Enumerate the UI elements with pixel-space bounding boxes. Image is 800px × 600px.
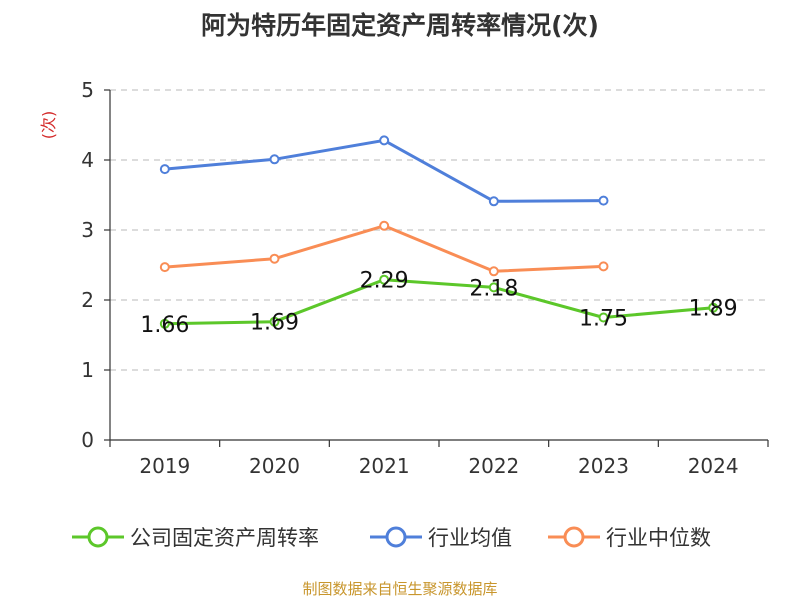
data-point (269, 316, 280, 327)
x-tick-label: 2024 (688, 454, 739, 478)
y-tick-label: 1 (81, 358, 94, 382)
y-tick-label: 2 (81, 288, 94, 312)
x-tick-label: 2023 (578, 454, 629, 478)
series-lines (159, 135, 719, 329)
chart-title: 阿为特历年固定资产周转率情况(次) (201, 11, 599, 40)
data-point (159, 318, 170, 329)
data-point (488, 196, 499, 207)
data-point (488, 266, 499, 277)
y-axis-label: (次) (39, 111, 58, 140)
data-label: 1.89 (689, 297, 738, 322)
data-point (159, 262, 170, 273)
legend-line-marker-icon (548, 526, 600, 548)
data-point (488, 282, 499, 293)
data-label: 2.18 (469, 276, 518, 301)
legend-label: 公司固定资产周转率 (130, 526, 319, 550)
data-point (598, 195, 609, 206)
data-point (159, 164, 170, 175)
data-point (379, 274, 390, 285)
data-label: 1.75 (579, 307, 628, 332)
y-tick-label: 4 (81, 148, 94, 172)
legend-item-industry-mean[interactable]: 行业均值 (370, 522, 512, 552)
legend-line-marker-icon (370, 526, 422, 548)
data-point (379, 220, 390, 231)
y-tick-label: 3 (81, 218, 94, 242)
data-point (598, 312, 609, 323)
y-tick-label: 5 (81, 78, 94, 102)
legend-label: 行业均值 (428, 526, 512, 550)
axes: 0 1 2 3 4 5 (次) 2019 2020 2021 2022 2023 2024 (39, 78, 769, 478)
data-label: 1.69 (250, 311, 299, 336)
x-tick-label: 2021 (359, 454, 410, 478)
series-line (164, 278, 714, 326)
x-tick-label: 2022 (468, 454, 519, 478)
legend-label: 行业中位数 (606, 526, 711, 550)
data-label: 1.66 (140, 313, 189, 338)
legend-line-marker-icon (72, 526, 124, 548)
data-point (598, 261, 609, 272)
data-point (379, 135, 390, 146)
legend-item-company[interactable]: 公司固定资产周转率 (72, 522, 319, 552)
data-label: 2.29 (360, 269, 409, 294)
y-tick-label: 0 (81, 428, 94, 452)
series-line (164, 138, 604, 203)
grid-lines (110, 89, 768, 371)
x-tick-label: 2019 (139, 454, 190, 478)
series-line (164, 224, 604, 273)
data-point (708, 302, 719, 313)
data-point (269, 154, 280, 165)
x-tick-label: 2020 (249, 454, 300, 478)
data-point (269, 253, 280, 264)
source-note: 制图数据来自恒生聚源数据库 (302, 580, 498, 598)
data-labels: 1.66 1.69 2.29 2.18 1.75 1.89 (140, 269, 737, 338)
legend-item-industry-median[interactable]: 行业中位数 (548, 522, 711, 552)
